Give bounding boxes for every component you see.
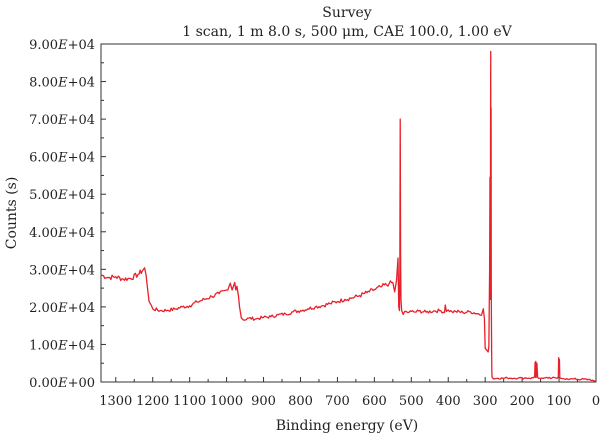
y-tick-label: 6.00E+04	[29, 151, 95, 166]
x-tick-label: 200	[510, 394, 535, 409]
y-axis-label: Counts (s)	[4, 177, 20, 250]
x-tick-label: 700	[325, 394, 350, 409]
x-axis: 1300 1200 1100 1000 900 800 700 600 500 400 300 200…	[99, 377, 600, 409]
series-line-0	[100, 50, 596, 382]
chart-subtitle: 1 scan, 1 m 8.0 s, 500 μm, CAE 100.0, 1.…	[182, 24, 512, 40]
x-axis-label: Binding energy (eV)	[276, 418, 419, 434]
y-tick-label: 8.00E+04	[29, 76, 95, 91]
chart-title: Survey	[322, 5, 371, 21]
y-tick-label: 4.00E+04	[29, 226, 95, 241]
series-layer	[100, 50, 596, 382]
x-tick-label: 800	[288, 394, 313, 409]
y-tick-label: 3.00E+04	[29, 263, 95, 278]
x-tick-label: 600	[362, 394, 387, 409]
y-tick-label: 2.00E+04	[29, 301, 95, 316]
x-tick-label: 1000	[210, 394, 243, 409]
y-tick-label: 7.00E+04	[29, 113, 95, 128]
plot-frame	[100, 43, 597, 383]
y-tick-label: 0.00E+00	[29, 376, 95, 391]
y-tick-label: 1.00E+04	[29, 338, 95, 353]
x-tick-label: 1200	[136, 394, 169, 409]
y-axis: 0.00E+00 1.00E+04 2.00E+04 3.00E+04 4.00E+04…	[29, 38, 106, 391]
x-tick-label: 300	[473, 394, 498, 409]
x-tick-label: 900	[251, 394, 276, 409]
y-tick-label: 9.00E+04	[29, 38, 95, 53]
x-tick-label: 1300	[99, 394, 132, 409]
x-tick-label: 100	[547, 394, 572, 409]
x-tick-label: 500	[399, 394, 424, 409]
y-tick-label: 5.00E+04	[29, 188, 95, 203]
x-tick-label: 0	[592, 394, 600, 409]
x-tick-label: 1100	[173, 394, 206, 409]
x-tick-label: 400	[436, 394, 461, 409]
